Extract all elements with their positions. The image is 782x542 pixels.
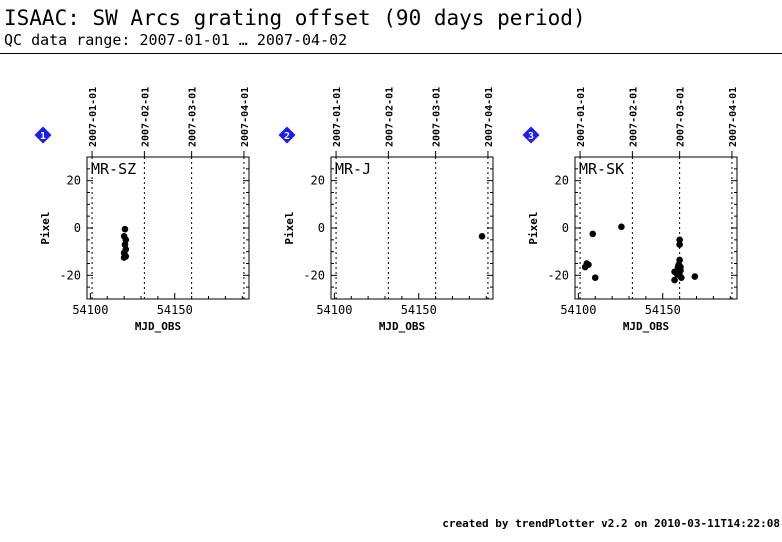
plot-frame bbox=[86, 156, 250, 300]
y-tick-label: 0 bbox=[74, 221, 81, 235]
x-tick-label: 54100 bbox=[560, 303, 596, 317]
page-subtitle: QC data range: 2007-01-01 … 2007-04-02 bbox=[4, 31, 348, 49]
x-axis-label: MJD_OBS bbox=[379, 320, 425, 333]
date-tick-label: 2007-01-01 bbox=[576, 87, 587, 147]
x-tick-label: 54100 bbox=[316, 303, 352, 317]
date-tick-label: 2007-02-01 bbox=[384, 87, 395, 147]
data-point bbox=[618, 223, 625, 231]
chart-panel-3: 2007-01-01 2007-02-01 2007-03-01 2007-04-01… bbox=[522, 87, 739, 333]
date-tick-label: 2007-04-01 bbox=[240, 87, 251, 147]
y-tick-label: 0 bbox=[318, 221, 325, 235]
panel-number-badge bbox=[522, 126, 540, 144]
data-point bbox=[478, 232, 486, 240]
plot-frame bbox=[574, 156, 738, 300]
data-point bbox=[671, 276, 678, 284]
date-tick-label: 2007-01-01 bbox=[88, 87, 99, 147]
date-tick-label: 2007-03-01 bbox=[188, 87, 199, 147]
date-tick-label: 2007-03-01 bbox=[676, 87, 687, 147]
data-point bbox=[591, 274, 599, 282]
data-point bbox=[121, 225, 129, 233]
panel-number-label: 2 bbox=[284, 131, 290, 142]
x-tick-label: 54150 bbox=[157, 303, 193, 317]
y-axis-label: Pixel bbox=[527, 211, 540, 244]
data-point bbox=[589, 230, 597, 238]
panel-number-badge bbox=[278, 126, 296, 144]
data-point bbox=[676, 241, 683, 248]
date-tick-label: 2007-03-01 bbox=[432, 87, 443, 147]
panel-number-label: 3 bbox=[528, 131, 534, 142]
y-tick-label: 0 bbox=[562, 221, 569, 235]
data-point bbox=[691, 273, 699, 280]
data-point bbox=[678, 274, 685, 282]
chart-panel-2: 2007-01-01 2007-02-01 2007-03-01 2007-04-01… bbox=[278, 87, 495, 333]
x-axis-label: MJD_OBS bbox=[135, 320, 181, 333]
x-axis-label: MJD_OBS bbox=[623, 320, 669, 333]
date-tick-label: 2007-04-01 bbox=[728, 87, 739, 147]
chart-panel-1: 2007-01-01 2007-02-01 2007-03-01 2007-04-01… bbox=[34, 87, 251, 333]
panel-label: MR-SZ bbox=[91, 160, 136, 178]
data-point bbox=[120, 254, 128, 261]
page-title: ISAAC: SW Arcs grating offset (90 days p… bbox=[4, 6, 586, 30]
y-tick-label: 20 bbox=[67, 174, 81, 188]
x-tick-label: 54150 bbox=[401, 303, 437, 317]
x-tick-label: 54100 bbox=[72, 303, 108, 317]
header-divider bbox=[0, 53, 782, 54]
x-tick-label: 54150 bbox=[645, 303, 681, 317]
y-tick-label: 20 bbox=[311, 174, 325, 188]
panel-label: MR-SK bbox=[579, 160, 624, 178]
y-tick-label: -20 bbox=[303, 268, 325, 282]
y-axis-label: Pixel bbox=[283, 211, 296, 244]
date-tick-label: 2007-02-01 bbox=[628, 87, 639, 147]
data-point bbox=[676, 236, 683, 244]
plot-frame bbox=[330, 156, 494, 300]
data-point bbox=[585, 261, 592, 268]
date-tick-label: 2007-04-01 bbox=[484, 87, 495, 147]
y-axis-label: Pixel bbox=[39, 211, 52, 244]
panel-label: MR-J bbox=[335, 160, 371, 178]
y-tick-label: -20 bbox=[59, 268, 81, 282]
footer-credit: created by trendPlotter v2.2 on 2010-03-… bbox=[442, 517, 780, 530]
panel-number-label: 1 bbox=[40, 131, 46, 142]
y-tick-label: -20 bbox=[547, 268, 569, 282]
date-tick-label: 2007-02-01 bbox=[140, 87, 151, 147]
y-tick-label: 20 bbox=[555, 174, 569, 188]
date-tick-label: 2007-01-01 bbox=[332, 87, 343, 147]
data-point bbox=[676, 256, 683, 264]
